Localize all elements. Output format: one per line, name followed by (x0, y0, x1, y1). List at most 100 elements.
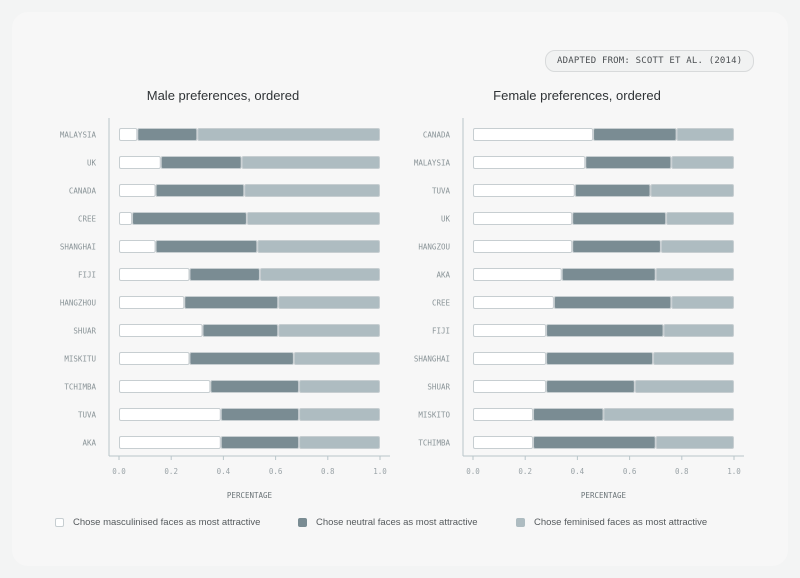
legend-item-neutral: Chose neutral faces as most attractive (298, 515, 478, 529)
chart-female-bar-neutral-6 (553, 296, 672, 309)
chart-female-bar-feminised-0 (676, 128, 735, 141)
chart-female-x-tick-label-1: 0.2 (518, 467, 532, 476)
chart-female-bar-feminised-7 (663, 324, 735, 337)
chart-female-category-label-0: CANADA (423, 131, 451, 140)
chart-female-category-label-10: MISKITO (418, 411, 450, 420)
chart-female-bar-neutral-9 (546, 380, 635, 393)
chart-male-bar-masculinised-2 (119, 184, 156, 197)
chart-female-bar-feminised-8 (653, 352, 735, 365)
chart-male-bar-neutral-9 (210, 380, 300, 393)
legend-item-feminised: Chose feminised faces as most attractive (516, 515, 707, 529)
chart-male-category-label-4: SHANGHAI (60, 243, 96, 252)
chart-male-bar-feminised-6 (278, 296, 380, 309)
chart-male-category-label-5: FIJI (78, 271, 96, 280)
chart-male-bar-masculinised-10 (119, 408, 221, 421)
chart-female-bar-masculinised-8 (473, 352, 547, 365)
legend-label-neutral: Chose neutral faces as most attractive (316, 516, 478, 528)
chart-female-bar-feminised-6 (671, 296, 734, 309)
chart-male-bar-feminised-0 (197, 128, 380, 141)
chart-male-bar-masculinised-11 (119, 436, 221, 449)
chart-female-bar-neutral-8 (546, 352, 654, 365)
chart-female-bar-feminised-11 (655, 436, 735, 449)
chart-female-category-label-8: SHANGHAI (414, 355, 450, 364)
chart-male-category-label-11: AKA (82, 439, 96, 448)
chart-male-bar-feminised-10 (299, 408, 380, 421)
chart-male-bar-neutral-5 (189, 268, 260, 281)
chart-female-bar-neutral-3 (572, 212, 667, 225)
chart-male-x-tick-label-1: 0.2 (164, 467, 178, 476)
chart-male-category-label-7: SHUAR (73, 327, 96, 336)
chart-male-bar-neutral-8 (189, 352, 294, 365)
chart-male-bar-feminised-5 (259, 268, 380, 281)
chart-female-bar-feminised-3 (666, 212, 735, 225)
chart-female-bar-masculinised-2 (473, 184, 575, 197)
chart-female-category-label-3: UK (441, 215, 451, 224)
chart-female-bar-neutral-5 (561, 268, 656, 281)
chart-female-bar-feminised-9 (634, 380, 735, 393)
chart-female-category-label-5: AKA (436, 271, 450, 280)
chart-male-bar-neutral-10 (220, 408, 300, 421)
legend-swatch-feminised (516, 517, 525, 527)
chart-male-category-label-2: CANADA (69, 187, 97, 196)
legend-label-feminised: Chose feminised faces as most attractive (534, 516, 708, 528)
chart-male-x-tick-label-4: 0.8 (321, 467, 335, 476)
chart-female-bar-feminised-1 (671, 156, 734, 169)
chart-male-bar-feminised-1 (241, 156, 380, 169)
chart-female-category-label-1: MALAYSIA (414, 159, 451, 168)
chart-male-category-label-8: MISKITU (64, 355, 96, 364)
chart-male-bar-masculinised-3 (119, 212, 133, 225)
chart-male-category-label-0: MALAYSIA (60, 131, 97, 140)
chart-female-category-label-7: FIJI (432, 327, 450, 336)
chart-male-bar-masculinised-9 (119, 380, 211, 393)
legend-item-masculinised: Chose masculinised faces as most attract… (55, 515, 260, 529)
chart-female-bar-feminised-5 (655, 268, 735, 281)
chart-male-bar-neutral-7 (202, 324, 279, 337)
chart-female-bar-masculinised-9 (473, 380, 547, 393)
chart-female-x-tick-label-5: 1.0 (727, 467, 741, 476)
chart-male-category-label-1: UK (87, 159, 97, 168)
chart-female-x-tick-label-3: 0.6 (623, 467, 637, 476)
chart-female-category-label-11: TCHIMBA (418, 439, 450, 448)
chart-male-bar-masculinised-8 (119, 352, 190, 365)
chart-female-title: Female preferences, ordered (493, 88, 661, 103)
chart-female-bar-neutral-7 (546, 324, 664, 337)
chart-male-bar-masculinised-5 (119, 268, 190, 281)
chart-female-category-label-6: CREE (432, 299, 451, 308)
chart-male-bar-neutral-3 (132, 212, 247, 225)
chart-female-category-label-4: HANGZOU (418, 243, 450, 252)
chart-female-bar-feminised-4 (660, 240, 734, 253)
chart-male-bar-feminised-3 (246, 212, 380, 225)
chart-male-bar-masculinised-4 (119, 240, 156, 253)
chart-female-bar-feminised-10 (603, 408, 734, 421)
chart-male-bar-feminised-4 (257, 240, 380, 253)
source-badge: ADAPTED FROM: SCOTT ET AL. (2014) (545, 50, 755, 72)
chart-card (12, 12, 788, 566)
chart-female-category-label-9: SHUAR (427, 383, 450, 392)
chart-female-x-tick-label-2: 0.4 (571, 467, 585, 476)
chart-male-x-axis-label: PERCENTAGE (227, 491, 273, 500)
chart-male-bar-feminised-9 (299, 380, 380, 393)
chart-female-bar-neutral-2 (574, 184, 651, 197)
chart-male-bar-neutral-4 (155, 240, 258, 253)
chart-male-x-tick-label-0: 0.0 (112, 467, 126, 476)
chart-female-bar-masculinised-11 (473, 436, 534, 449)
chart-female-x-tick-label-4: 0.8 (675, 467, 689, 476)
chart-male-bar-neutral-2 (155, 184, 245, 197)
chart-female-bar-neutral-0 (593, 128, 677, 141)
chart-male-bar-neutral-0 (137, 128, 198, 141)
chart-female-bar-neutral-11 (533, 436, 656, 449)
chart-male-x-tick-label-5: 1.0 (373, 467, 387, 476)
chart-male-bar-feminised-2 (244, 184, 380, 197)
chart-male-bar-feminised-7 (278, 324, 380, 337)
chart-male-category-label-3: CREE (78, 215, 97, 224)
chart-male-bar-neutral-1 (160, 156, 242, 169)
chart-male-x-tick-label-2: 0.4 (217, 467, 231, 476)
chart-male-bar-masculinised-0 (119, 128, 138, 141)
legend-swatch-neutral (298, 517, 307, 527)
chart-female-bar-masculinised-5 (473, 268, 562, 281)
chart-male-bar-masculinised-6 (119, 296, 185, 309)
chart-female-bar-masculinised-3 (473, 212, 573, 225)
chart-male-title: Male preferences, ordered (147, 88, 299, 103)
chart-female-category-label-2: TUVA (432, 187, 451, 196)
